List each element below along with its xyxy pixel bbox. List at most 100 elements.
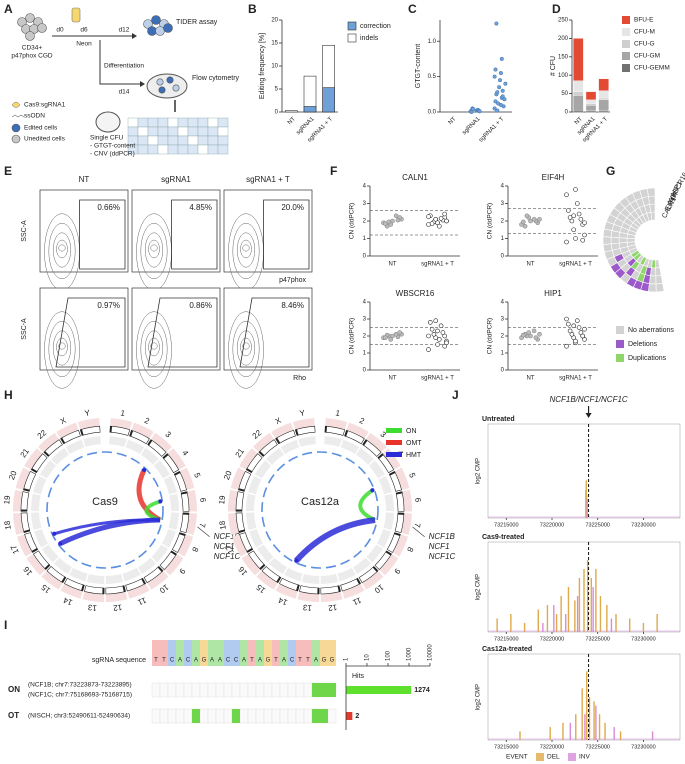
- point: [524, 213, 530, 219]
- contour: [136, 311, 172, 389]
- legend-label: CFU-GM: [634, 53, 660, 60]
- y-tick-label: 50: [561, 91, 568, 97]
- centromere: [179, 532, 186, 537]
- point: [442, 343, 448, 349]
- plate-cell: [127, 126, 139, 137]
- arrow-head: [585, 413, 592, 418]
- sequence-cell: [168, 640, 176, 666]
- x-tick-label: 100: [386, 650, 392, 661]
- y-tick-label: 0: [501, 368, 505, 374]
- link-end: [370, 488, 375, 493]
- karyotype-band: [325, 418, 348, 430]
- chromosome: [362, 439, 382, 457]
- gate: [147, 297, 218, 368]
- point: [564, 239, 569, 245]
- plate-cell: [197, 144, 209, 155]
- centromere: [80, 429, 84, 436]
- track: [83, 436, 101, 447]
- track: [248, 475, 262, 495]
- text: - GTGT-content: [90, 143, 135, 150]
- chromosome: [239, 532, 254, 553]
- plate-cell: [207, 126, 219, 137]
- icon: [163, 23, 173, 33]
- base-letter: A: [178, 658, 182, 664]
- gate: [171, 199, 218, 270]
- gene-title: WBSCR16: [396, 289, 435, 298]
- track: [378, 475, 392, 495]
- y-tick-label: 10: [271, 64, 278, 70]
- link-end: [142, 467, 147, 473]
- point: [497, 85, 502, 90]
- gate-percentage: 0.97%: [97, 301, 120, 310]
- x-tick-label: NT: [574, 116, 584, 126]
- axis-title: # CFU: [550, 56, 557, 76]
- plate-cell: [177, 117, 189, 128]
- legend-label: Deletions: [628, 341, 658, 348]
- point: [502, 97, 507, 102]
- centromere: [356, 578, 361, 585]
- contour: [150, 244, 158, 252]
- chromosome: [180, 491, 190, 512]
- bar-segment: [598, 97, 609, 101]
- heatmap-cell: [602, 236, 612, 245]
- base-letter: A: [242, 658, 246, 664]
- row-label: OT: [8, 711, 19, 720]
- track: [40, 460, 57, 479]
- track: [41, 544, 59, 563]
- base-letter: A: [314, 658, 318, 664]
- point: [564, 343, 569, 349]
- x-tick-label: sgRNA1 + T: [559, 376, 592, 382]
- y-tick-label: 1: [501, 236, 505, 242]
- legend-label: BFU-E: [634, 17, 654, 24]
- chromosome: [171, 532, 186, 553]
- chromosome: [388, 470, 402, 492]
- point: [382, 335, 388, 341]
- sequence-cell: [264, 640, 272, 666]
- chromosome: [79, 425, 101, 436]
- base-letter: T: [298, 658, 302, 664]
- axis-title: CN (ddPCR): [487, 318, 494, 354]
- gene-label: NCF1: [214, 542, 235, 551]
- base-letter: G: [202, 658, 207, 664]
- x-tick-label: sgRNA1 + T: [559, 262, 592, 268]
- mismatch-cell: [232, 709, 240, 723]
- mismatch-cell: [320, 683, 328, 697]
- point: [427, 320, 433, 325]
- y-tick-label: 3: [501, 201, 505, 207]
- chromosome: [33, 550, 51, 570]
- y-tick-label: 1: [363, 351, 367, 357]
- karyotype-band: [342, 583, 365, 599]
- legend-swatch: [568, 753, 576, 761]
- track: [366, 544, 384, 563]
- legend-swatch: [622, 64, 630, 72]
- karyotype-band: [77, 418, 100, 430]
- karyotype-band: [392, 534, 409, 557]
- legend-swatch: [622, 52, 630, 60]
- alignment-cell: [215, 708, 225, 724]
- track: [86, 573, 105, 584]
- centromere: [372, 566, 378, 572]
- alignment-cell: [215, 682, 225, 698]
- point: [436, 337, 442, 342]
- track: [122, 567, 141, 582]
- legend-swatch: [386, 452, 402, 457]
- heatmap-cell: [648, 283, 657, 293]
- point: [565, 321, 571, 327]
- centromere: [162, 453, 169, 459]
- chromosome: [374, 550, 392, 570]
- alignment-cell: [151, 682, 161, 698]
- karyotype-band: [105, 591, 128, 602]
- chromosome-label: 21: [234, 446, 247, 459]
- chromosome-label: 12: [327, 603, 338, 613]
- point: [397, 330, 403, 335]
- chromosome-label: 17: [9, 543, 21, 555]
- chromosome: [159, 550, 177, 570]
- plate-cell: [167, 126, 179, 137]
- chromosome: [23, 470, 37, 492]
- x-tick-label: NT: [527, 262, 535, 268]
- legend-swatch: [347, 21, 357, 31]
- sequence-cell: [152, 640, 160, 666]
- alignment-cell: [279, 708, 289, 724]
- point: [564, 316, 569, 322]
- icon: [155, 26, 165, 36]
